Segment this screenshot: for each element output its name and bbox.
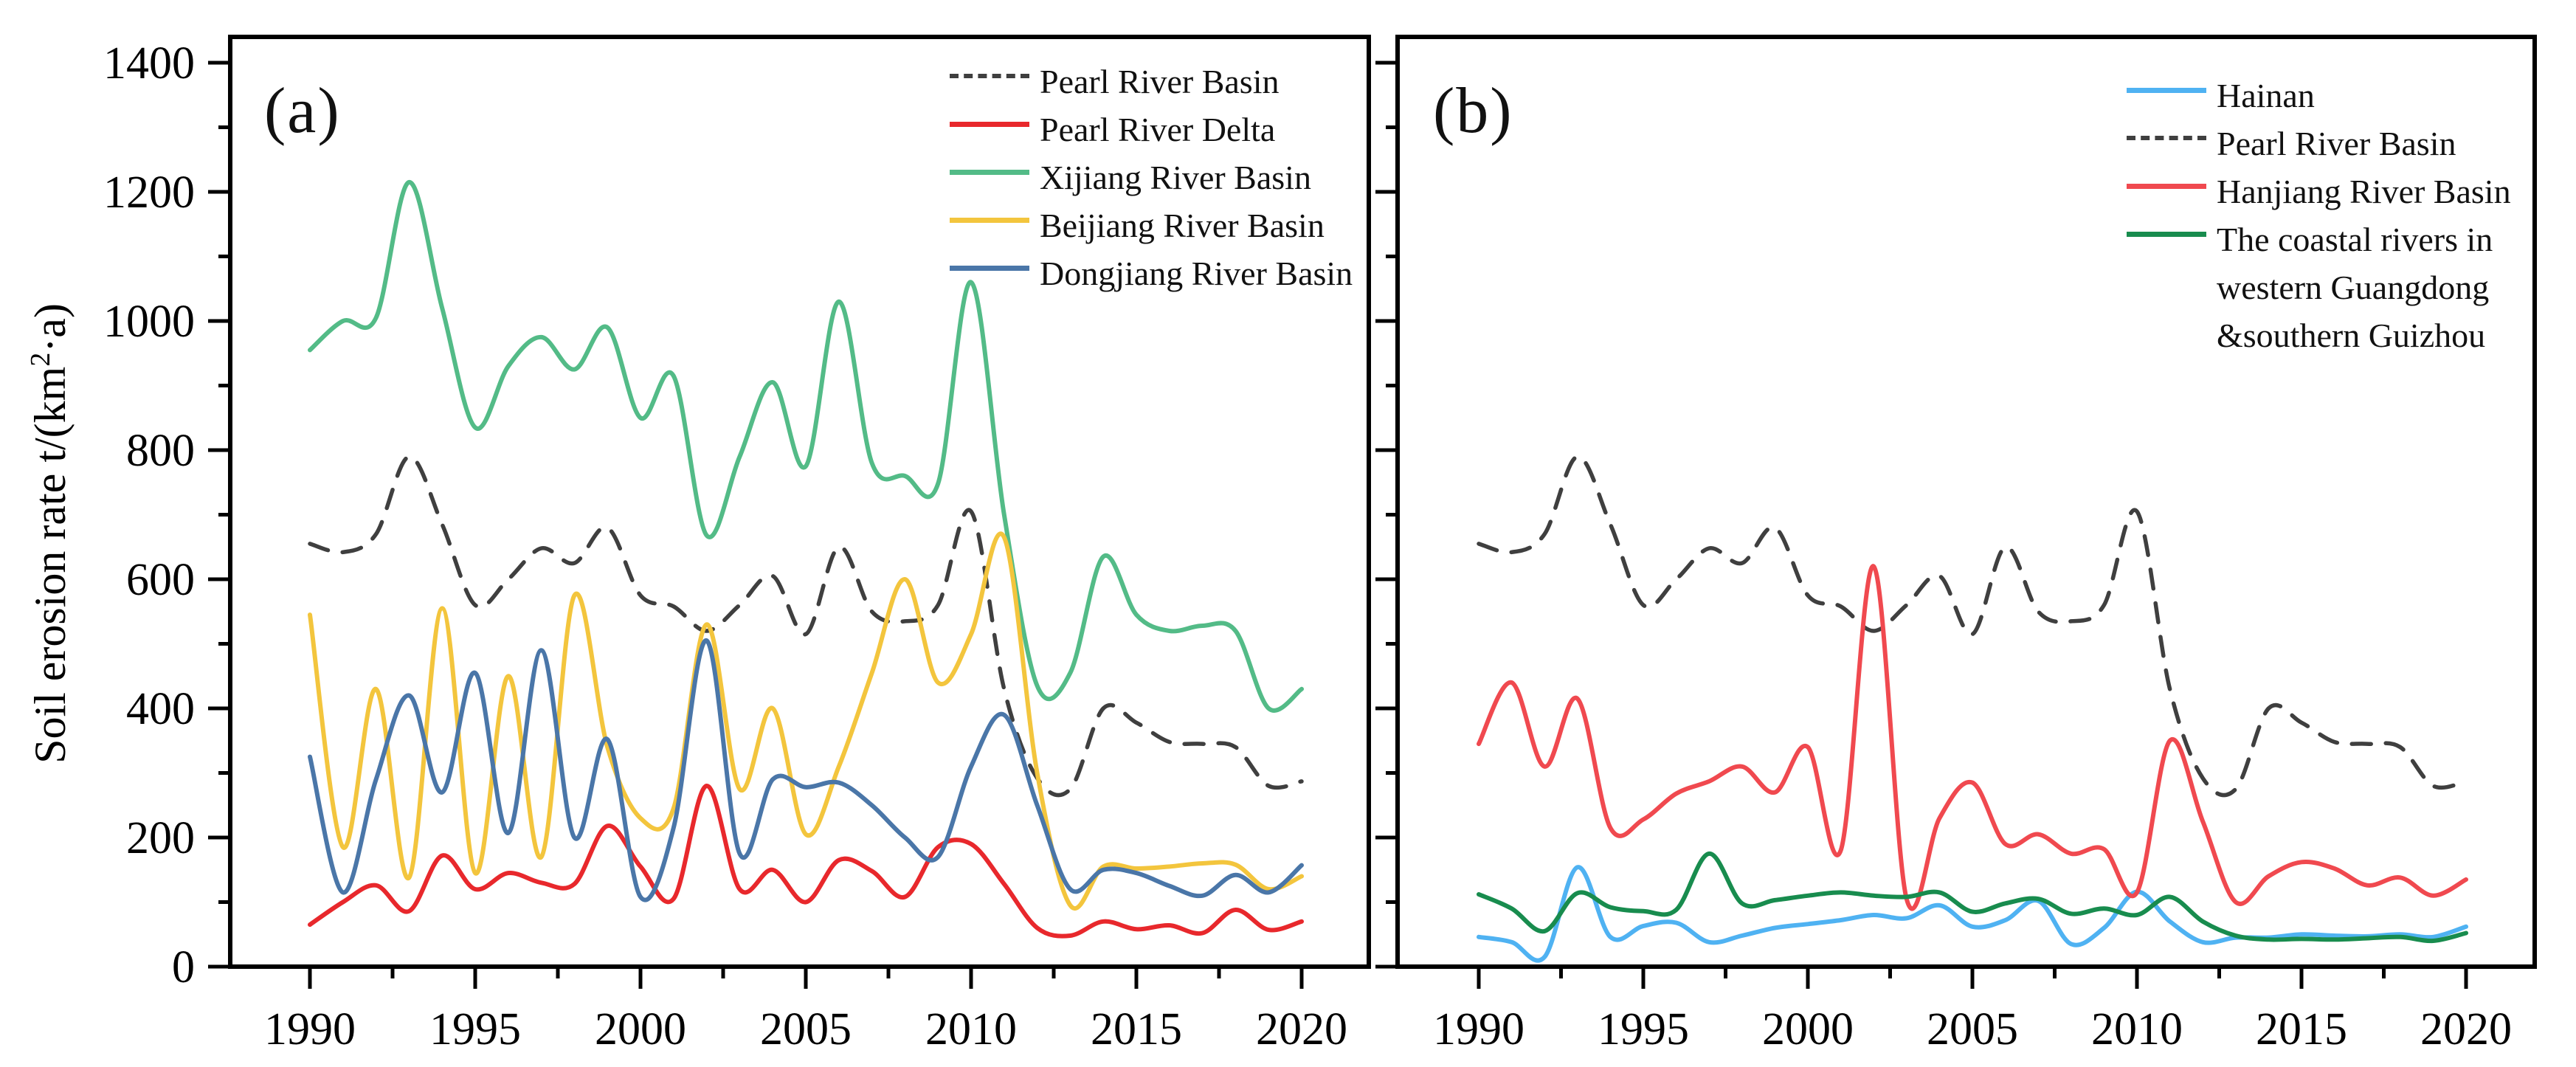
x-tick-label: 2000 <box>1762 1004 1854 1054</box>
panel-b: 1990 1995 2000 2005 2010 2015 2020 <box>1375 35 2537 1054</box>
y-tick-label: 400 <box>126 684 195 734</box>
legend-item-hanjiang: Hanjiang River Basin <box>2127 168 2563 215</box>
x-tick-label: 2005 <box>760 1004 852 1054</box>
dashed-line-swatch-icon <box>950 74 1029 78</box>
legend-item-hainan: Hainan <box>2127 72 2563 120</box>
legend-item-pearl-river-basin: Pearl River Basin <box>950 58 1353 106</box>
series-line-hainan <box>1477 865 2468 963</box>
y-tick-label: 1200 <box>103 168 195 218</box>
solid-line-swatch-icon <box>950 218 1029 223</box>
legend-label: Dongjiang River Basin <box>1040 255 1353 292</box>
x-tick-label: 2020 <box>1256 1004 1347 1054</box>
series-line-dongjiang <box>308 638 1304 902</box>
series-line-pearl_river_basin <box>1477 455 2468 798</box>
legend-label: Xijiang River Basin <box>1040 159 1311 196</box>
legend-item-pearl-river-delta: Pearl River Delta <box>950 106 1353 153</box>
legend-item-beijiang: Beijiang River Basin <box>950 201 1353 249</box>
dashed-line-swatch-icon <box>2127 136 2206 140</box>
y-axis-title-wrap: Soil erosion rate t/(km2·a) <box>6 0 94 1067</box>
solid-line-swatch-icon <box>950 266 1029 271</box>
series-line-hanjiang <box>1477 564 2468 911</box>
x-tick-label: 1995 <box>1598 1004 1689 1054</box>
x-tick-label: 2000 <box>595 1004 686 1054</box>
series-line-coastal <box>1477 851 2468 944</box>
series-line-beijiang <box>308 531 1304 911</box>
x-tick-label: 1995 <box>429 1004 521 1054</box>
solid-line-swatch-icon <box>950 122 1029 127</box>
x-tick-label: 2015 <box>1091 1004 1182 1054</box>
legend-panel-a: Pearl River Basin Pearl River Delta Xiji… <box>950 58 1353 297</box>
x-tick-label: 2005 <box>1927 1004 2018 1054</box>
y-tick-label: 0 <box>172 942 195 992</box>
legend-label: Pearl River Basin <box>2217 125 2456 162</box>
legend-label: Pearl River Basin <box>1040 63 1280 100</box>
legend-item-dongjiang: Dongjiang River Basin <box>950 249 1353 297</box>
x-tick-label: 2015 <box>2256 1004 2347 1054</box>
legend-label: Hainan <box>2217 77 2315 114</box>
legend-label: The coastal rivers in western Guangdong … <box>2217 221 2493 354</box>
y-axis-title-superscript: 2 <box>25 352 56 367</box>
y-axis-title-suffix: ·a) <box>26 303 75 353</box>
panel-a-label: (a) <box>264 75 341 147</box>
legend-item-xijiang: Xijiang River Basin <box>950 153 1353 201</box>
legend-panel-b: Hainan Pearl River Basin Hanjiang River … <box>2127 72 2563 359</box>
solid-line-swatch-icon <box>2127 184 2206 189</box>
plot-frame <box>228 35 1371 969</box>
y-tick-label: 1400 <box>103 38 195 89</box>
legend-label: Beijiang River Basin <box>1040 207 1325 244</box>
y-axis-title: Soil erosion rate t/(km2·a) <box>24 303 76 764</box>
legend-label: Pearl River Delta <box>1040 111 1276 148</box>
panel-a: 0 200 400 600 800 1000 1200 1400 1990 1995 2000 200… <box>103 35 1371 1054</box>
series-line-pearl_river_delta <box>308 784 1304 939</box>
x-tick-label: 1990 <box>1433 1004 1524 1054</box>
x-tick-label: 2010 <box>2091 1004 2183 1054</box>
solid-line-swatch-icon <box>2127 232 2206 237</box>
legend-label: Hanjiang River Basin <box>2217 173 2511 210</box>
y-tick-label: 200 <box>126 813 195 863</box>
y-tick-label: 1000 <box>103 297 195 347</box>
x-tick-label: 1990 <box>264 1004 356 1054</box>
y-axis-title-text: Soil erosion rate t/(km <box>26 366 75 764</box>
series-line-pearl_river_basin <box>308 455 1304 798</box>
plot-frame <box>1395 35 2537 969</box>
panel-b-label: (b) <box>1433 75 1513 147</box>
solid-line-swatch-icon <box>950 170 1029 175</box>
x-tick-label: 2010 <box>925 1004 1017 1054</box>
legend-item-coastal-rivers: The coastal rivers in western Guangdong … <box>2127 215 2563 359</box>
solid-line-swatch-icon <box>2127 88 2206 93</box>
x-tick-label: 2020 <box>2420 1004 2512 1054</box>
series-line-xijiang <box>308 179 1304 713</box>
y-tick-label: 600 <box>126 555 195 605</box>
y-tick-label: 800 <box>126 426 195 476</box>
legend-item-pearl-river-basin-b: Pearl River Basin <box>2127 120 2563 168</box>
